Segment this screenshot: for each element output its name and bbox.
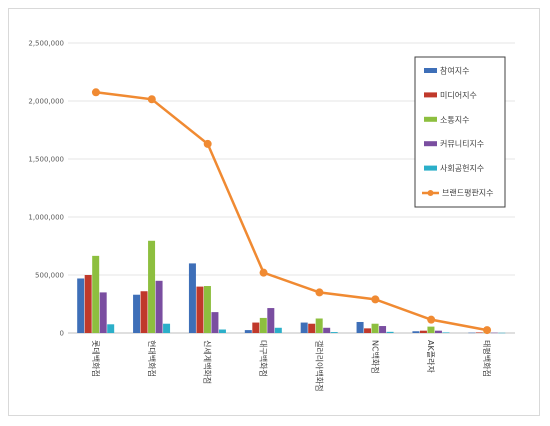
y-tick-label: 1,000,000 [28,214,64,222]
legend-swatch [424,116,437,122]
legend-swatch [424,68,437,73]
bar [308,323,316,333]
y-tick-label: 2,000,000 [28,98,64,106]
line-path [95,91,488,332]
line-point [203,139,212,148]
bar [211,312,219,333]
bar [196,286,204,333]
legend-label: 사회공헌지수 [440,164,484,173]
bar [163,323,171,333]
bar [330,332,338,333]
line-point [259,268,268,277]
legend-swatch [424,92,437,98]
line-point [427,315,436,324]
bar [468,332,476,334]
x-axis: 롯데백화점 현대백화점 신세계백화점 대구백화점 갤러리아백화점 NC백화점 AK플라자 태평… [91,340,492,392]
bar [77,278,85,333]
bar [412,331,420,333]
legend-swatch [424,165,437,171]
line-point [371,295,380,304]
bar [364,328,372,333]
bar-series [77,240,506,334]
bar [274,327,282,333]
x-tick-label: 대구백화점 [259,340,269,377]
legend-label: 브랜드평판지수 [442,188,494,198]
bar [84,275,92,333]
line-point [483,326,492,335]
bar [315,318,323,333]
bar [218,329,226,333]
legend-label: 커뮤니티지수 [440,139,484,149]
x-tick-label: 신세계백화점 [203,340,213,384]
x-tick-label: NC백화점 [370,340,380,374]
bar [300,322,308,333]
legend-label: 미디어지수 [440,90,477,100]
x-tick-label: 현대백화점 [147,340,157,377]
bar [99,292,107,333]
x-tick-label: AK플라자 [426,340,435,373]
bar [155,280,163,333]
bar [419,330,427,333]
bar [379,326,387,333]
x-tick-label: 태평백화점 [482,340,492,377]
y-axis: 0 500,000 1,000,000 1,500,000 2,000,000 2,500… [28,40,64,338]
bar [252,322,260,333]
bar [498,332,506,334]
bar [267,308,275,333]
bar [386,331,394,333]
bar [356,321,364,333]
bar [244,330,252,333]
bar [133,294,141,333]
bar [140,291,148,333]
bar [427,326,435,333]
legend-label: 소통지수 [440,115,469,124]
legend-box [414,56,506,208]
bar [490,332,498,334]
bar [188,263,196,333]
bar [475,332,483,333]
bar [92,255,100,333]
x-tick-label: 갤러리아백화점 [314,340,324,392]
line-point [147,95,156,104]
legend-line-marker [427,190,434,196]
line-series [91,88,492,335]
x-tick-label: 롯데백화점 [91,340,101,377]
bar [442,332,450,333]
y-tick-label: 1,500,000 [28,156,64,164]
y-tick-label: 500,000 [35,272,64,280]
bar [259,317,267,333]
y-tick-label: 2,500,000 [28,40,64,48]
bar [371,323,379,333]
legend-label: 참여지수 [440,66,469,76]
line-point [91,88,100,97]
y-tick-label: 0 [60,330,64,338]
line-point [315,288,324,297]
bar [203,286,211,333]
bar [434,330,442,333]
bar [107,324,115,333]
legend-swatch [424,141,437,147]
bar [323,327,331,333]
bar [148,240,156,333]
